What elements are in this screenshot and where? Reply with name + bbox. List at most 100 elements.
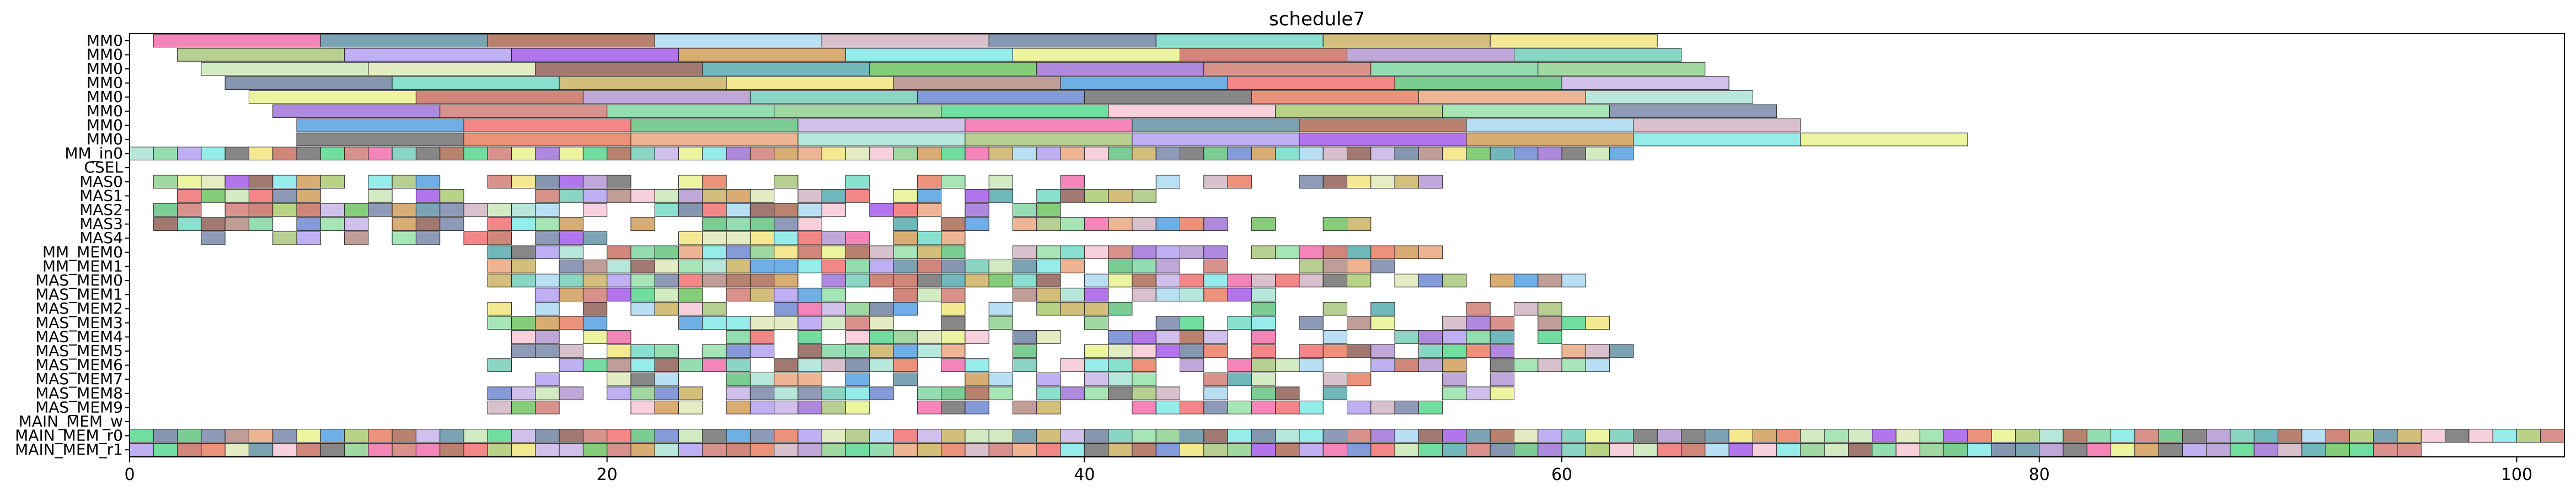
task-chip (2349, 443, 2374, 457)
task-chip (1442, 273, 1467, 288)
task-chip (1847, 429, 1873, 443)
task-chip (988, 316, 1014, 330)
task-chip (678, 175, 703, 189)
task-chip (224, 203, 249, 217)
task-chip (440, 217, 464, 231)
task-chip (1251, 288, 1276, 301)
task-chip (511, 330, 536, 344)
task-chip (893, 260, 918, 273)
task-chip (797, 203, 822, 217)
task-chip (749, 189, 775, 203)
task-chip (1013, 217, 1037, 231)
task-chip (1394, 443, 1419, 457)
task-chip (1203, 401, 1228, 414)
task-chip (678, 316, 703, 330)
task-chip (1227, 273, 1252, 288)
task-chip (1132, 372, 1156, 386)
task-chip (797, 344, 822, 358)
task-chip (749, 330, 775, 344)
task-bar (1418, 90, 1586, 104)
task-chip (726, 429, 751, 443)
task-chip (1513, 147, 1539, 160)
task-chip (1347, 372, 1372, 386)
task-chip (869, 147, 894, 160)
task-chip (774, 147, 799, 160)
task-chip (941, 260, 966, 273)
task-chip (320, 175, 345, 189)
task-chip (2158, 429, 2183, 443)
task-chip (511, 401, 536, 414)
task-chip (344, 429, 369, 443)
task-bar (1466, 118, 1634, 132)
task-chip (1036, 147, 1061, 160)
task-chip (463, 231, 488, 245)
task-chip (201, 429, 226, 443)
task-chip (487, 273, 512, 288)
task-chip (2278, 443, 2302, 457)
task-chip (248, 189, 274, 203)
task-chip (988, 301, 1014, 316)
task-bar (1203, 62, 1372, 76)
task-chip (1633, 429, 1658, 443)
task-chip (1251, 330, 1276, 344)
task-chip (678, 301, 703, 316)
task-chip (702, 203, 727, 217)
task-chip (511, 147, 536, 160)
task-chip (1585, 443, 1610, 457)
task-chip (1299, 429, 1324, 443)
task-chip (511, 175, 536, 189)
task-chip (726, 330, 751, 344)
task-chip (1108, 301, 1133, 316)
task-chip (1132, 273, 1156, 288)
task-chip (201, 189, 226, 203)
task-chip (582, 301, 608, 316)
task-chip (1060, 217, 1085, 231)
task-chip (1060, 443, 1085, 457)
task-chip (797, 189, 822, 203)
task-chip (1466, 301, 1491, 316)
task-chip (917, 330, 942, 344)
y-tick-label: MAS_MEM1 (35, 285, 123, 304)
task-chip (1036, 401, 1061, 414)
task-chip (559, 175, 583, 189)
task-chip (272, 175, 297, 189)
task-bar (344, 48, 512, 62)
task-chip (1466, 386, 1491, 401)
task-chip (535, 429, 560, 443)
task-chip (678, 231, 703, 245)
task-chip (965, 386, 989, 401)
task-chip (1418, 429, 1443, 443)
task-chip (1538, 273, 1562, 288)
task-chip (797, 401, 822, 414)
task-chip (535, 386, 560, 401)
task-chip (1609, 344, 1634, 358)
task-chip (654, 401, 679, 414)
task-chip (1013, 358, 1037, 372)
task-chip (702, 443, 727, 457)
task-chip (845, 372, 870, 386)
task-chip (893, 217, 918, 231)
task-chip (1585, 147, 1610, 160)
task-chip (1060, 175, 1085, 189)
task-chip (917, 273, 942, 288)
task-chip (1155, 260, 1181, 273)
y-tick-label: MAS_MEM7 (35, 370, 123, 388)
task-chip (749, 288, 775, 301)
task-chip (1370, 344, 1395, 358)
task-chip (1394, 401, 1419, 414)
task-chip (941, 316, 966, 330)
task-chip (678, 429, 703, 443)
task-chip (702, 260, 727, 273)
task-chip (749, 245, 775, 260)
task-chip (1180, 217, 1204, 231)
task-chip (1084, 288, 1109, 301)
task-chip (702, 245, 727, 260)
task-chip (1299, 273, 1324, 288)
task-chip (845, 401, 870, 414)
task-chip (559, 189, 583, 203)
task-bar (774, 104, 942, 118)
task-chip (1322, 245, 1347, 260)
task-bar (1132, 132, 1300, 147)
task-chip (1490, 386, 1514, 401)
task-chip (535, 301, 560, 316)
